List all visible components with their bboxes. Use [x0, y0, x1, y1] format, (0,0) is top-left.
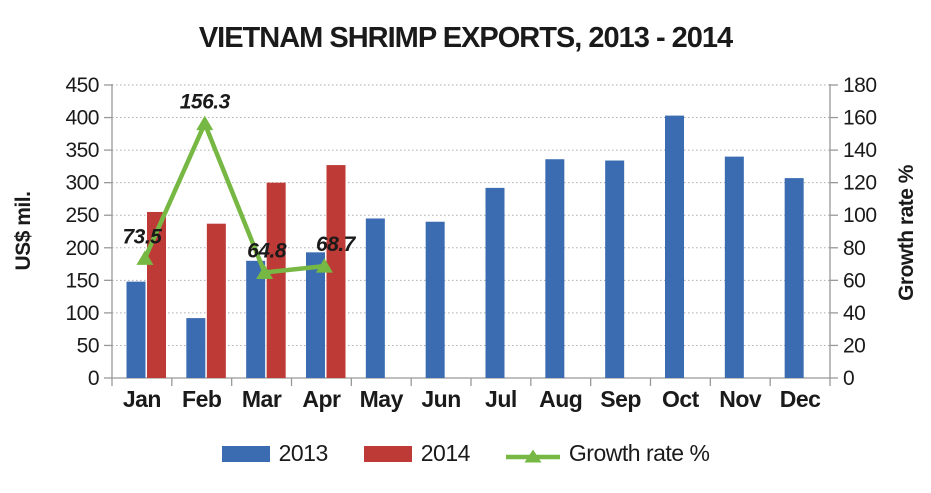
left-tick-label-150: 150 [65, 269, 99, 292]
right-tick-label-0: 0 [843, 367, 854, 390]
bar-2013-jan [126, 281, 146, 378]
growth-label-mar: 64.8 [247, 240, 287, 263]
legend-label-2014: 2014 [420, 440, 471, 466]
left-tick-label-250: 250 [65, 204, 99, 227]
x-label-jan: Jan [123, 386, 161, 412]
legend-label-growth-rate: Growth rate % [568, 440, 710, 466]
x-label-aug: Aug [539, 386, 582, 412]
left-tick-label-450: 450 [65, 74, 99, 97]
legend-growth-triangle-icon [524, 449, 542, 462]
growth-marker-feb [196, 115, 214, 131]
right-tick-label-140: 140 [843, 139, 877, 162]
legend-line-marker-icon [505, 445, 560, 463]
bar-2013-mar [246, 260, 266, 378]
legend-item-2013: 2013 [221, 440, 329, 467]
left-tick-label-50: 50 [77, 334, 99, 357]
x-label-oct: Oct [662, 386, 700, 412]
growth-label-apr: 68.7 [316, 233, 357, 256]
bar-2013-feb [186, 318, 206, 378]
left-axis-title: US$ mil. [12, 191, 35, 271]
bar-2013-jul [485, 187, 505, 378]
left-tick-label-100: 100 [65, 302, 99, 325]
growth-label-jan: 73.5 [122, 225, 162, 248]
bar-2014-jan [147, 211, 166, 378]
bar-2013-apr [306, 252, 325, 378]
right-tick-label-180: 180 [843, 74, 877, 97]
x-label-nov: Nov [719, 386, 762, 412]
right-tick-label-120: 120 [843, 172, 877, 195]
chart-legend: 2013 2014 Growth rate % [0, 440, 931, 467]
right-tick-label-40: 40 [843, 302, 865, 325]
bar-2013-dec [784, 178, 804, 378]
left-tick-label-200: 200 [65, 237, 99, 260]
left-tick-label-400: 400 [65, 107, 99, 130]
bar-2013-jun [425, 221, 445, 378]
growth-marker-jan [136, 250, 154, 265]
bar-2014-mar [266, 182, 286, 378]
x-label-dec: Dec [780, 386, 821, 412]
x-label-mar: Mar [242, 386, 282, 412]
chart-title: VIETNAM SHRIMP EXPORTS, 2013 - 2014 [198, 22, 733, 54]
x-label-feb: Feb [182, 386, 222, 412]
growth-marker-mar [256, 264, 274, 280]
right-tick-label-80: 80 [843, 237, 865, 260]
legend-swatch-2014 [363, 445, 412, 462]
bar-2013-aug [545, 159, 565, 378]
x-label-sep: Sep [600, 386, 641, 412]
growth-label-feb: 156.3 [180, 91, 231, 114]
legend-item-2014: 2014 [363, 440, 471, 467]
legend-label-2013: 2013 [278, 440, 329, 466]
left-tick-label-300: 300 [65, 172, 99, 195]
right-axis-title: Growth rate % [895, 165, 918, 301]
growth-marker-apr [315, 258, 333, 273]
right-tick-label-60: 60 [843, 269, 865, 292]
x-label-may: May [360, 386, 404, 412]
right-tick-label-20: 20 [843, 334, 865, 357]
x-label-jul: Jul [485, 386, 517, 412]
x-label-jun: Jun [421, 386, 460, 412]
growth-line [142, 117, 325, 275]
bar-2014-apr [326, 165, 346, 378]
legend-item-growth-rate: Growth rate % [505, 440, 710, 467]
left-tick-label-0: 0 [88, 367, 99, 390]
bar-2014-feb [206, 223, 226, 378]
x-label-apr: Apr [302, 386, 341, 412]
bar-2013-may [365, 218, 385, 378]
right-tick-label-160: 160 [843, 107, 877, 130]
bar-2013-oct [665, 115, 684, 378]
bar-2013-sep [605, 160, 625, 378]
left-tick-label-350: 350 [65, 139, 99, 162]
bar-2013-nov [724, 156, 744, 378]
right-tick-label-100: 100 [843, 204, 877, 227]
legend-swatch-2013 [221, 445, 270, 462]
